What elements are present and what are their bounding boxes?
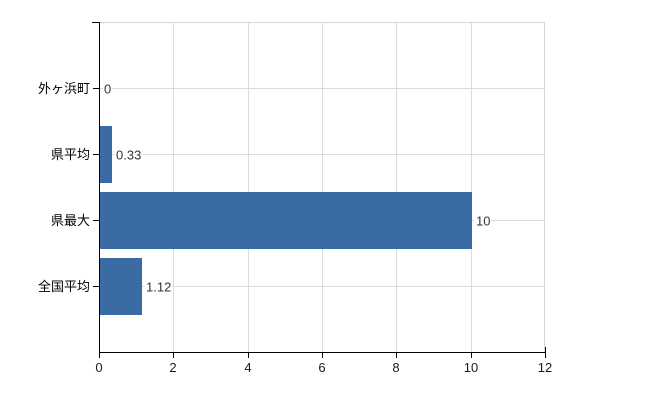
bar <box>100 192 472 249</box>
gridline-vertical <box>173 23 174 352</box>
y-axis-tick <box>93 88 99 89</box>
x-axis-tick <box>545 353 546 358</box>
x-axis-tick <box>396 353 397 358</box>
x-axis-tick-label: 2 <box>169 360 177 375</box>
x-axis-tick-label: 4 <box>244 360 252 375</box>
y-axis-top-tick <box>92 22 99 23</box>
x-axis-tick-label: 12 <box>537 360 553 375</box>
bar-value-label: 10 <box>475 213 492 229</box>
x-axis-tick <box>322 353 323 358</box>
gridline-horizontal <box>100 286 545 287</box>
x-axis-tick-label: 6 <box>318 360 326 375</box>
x-axis <box>99 352 546 353</box>
gridline-vertical <box>396 23 397 352</box>
x-axis-tick <box>99 353 100 358</box>
bar <box>100 126 112 183</box>
y-axis <box>99 22 100 353</box>
category-label: 県最大 <box>50 213 90 228</box>
gridline-horizontal <box>100 88 545 89</box>
gridline-vertical <box>322 23 323 352</box>
gridline-horizontal <box>100 154 545 155</box>
category-label: 外ヶ浜町 <box>37 81 90 96</box>
x-axis-end-tick <box>545 347 546 352</box>
bar <box>100 258 142 315</box>
gridline-vertical <box>471 23 472 352</box>
x-axis-tick-label: 10 <box>463 360 479 375</box>
y-axis-tick <box>93 154 99 155</box>
x-axis-tick <box>248 353 249 358</box>
category-label: 全国平均 <box>37 279 90 294</box>
bar-value-label: 1.12 <box>145 279 173 295</box>
category-label: 県平均 <box>50 147 90 162</box>
bar-value-label: 0 <box>103 81 113 97</box>
x-axis-tick-label: 0 <box>95 360 103 375</box>
gridline-vertical <box>248 23 249 352</box>
x-axis-tick <box>173 353 174 358</box>
y-axis-tick <box>93 286 99 287</box>
x-axis-tick-label: 8 <box>392 360 400 375</box>
x-axis-tick <box>471 353 472 358</box>
bar-value-label: 0.33 <box>115 147 143 163</box>
y-axis-tick <box>93 220 99 221</box>
